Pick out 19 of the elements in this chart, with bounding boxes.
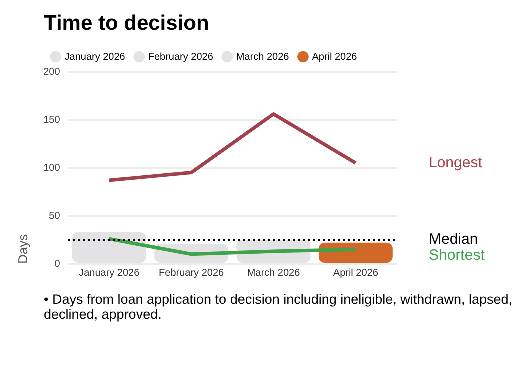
x-tick-label: January 2026 <box>79 268 140 279</box>
x-tick-label: April 2026 <box>333 268 379 279</box>
y-tick-label: 50 <box>49 210 61 222</box>
chart-title: Time to decision <box>44 12 210 36</box>
legend-label: January 2026 <box>64 52 126 63</box>
y-tick-label: 100 <box>44 162 61 174</box>
text: Shortest <box>429 247 486 264</box>
legend-label: February 2026 <box>148 52 214 63</box>
legend-label: April 2026 <box>312 52 358 63</box>
y-tick-label: 200 <box>44 66 61 78</box>
text: Longest <box>429 154 484 172</box>
ref-line-label: Median <box>429 231 478 248</box>
y-tick-label: 150 <box>44 114 61 126</box>
text: • Days from loan application to decision including ineligible, withdrawn, lapsed, declined, approved. <box>44 292 514 322</box>
y-tick-label: 0 <box>54 258 61 270</box>
x-tick-label: March 2026 <box>247 268 301 279</box>
y-axis-title: Days <box>15 234 30 264</box>
legend-label: March 2026 <box>236 52 290 63</box>
x-tick-label: February 2026 <box>159 268 225 279</box>
